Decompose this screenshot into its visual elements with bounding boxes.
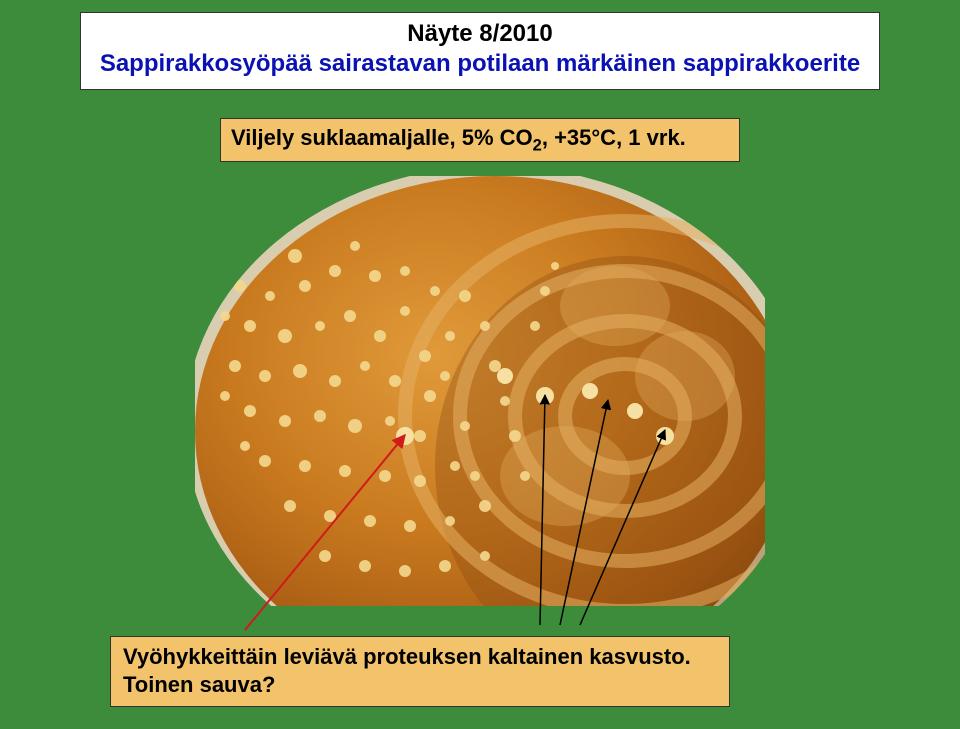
petri-dish-image — [195, 176, 765, 606]
culture-subscript: 2 — [533, 136, 542, 154]
culture-text-prefix: Viljely suklaamaljalle, 5% CO — [231, 125, 533, 150]
culture-text-suffix: , +35°C, 1 vrk. — [542, 125, 686, 150]
culture-conditions: Viljely suklaamaljalle, 5% CO2, +35°C, 1… — [220, 118, 740, 162]
petri-dish-svg — [195, 176, 765, 606]
title-box: Näyte 8/2010 Sappirakkosyöpää sairastava… — [80, 12, 880, 90]
caption-box: Vyöhykkeittäin leviävä proteuksen kaltai… — [110, 636, 730, 707]
caption-line1: Vyöhykkeittäin leviävä proteuksen kaltai… — [123, 643, 717, 671]
title-line1: Näyte 8/2010 — [93, 19, 867, 49]
slide: Näyte 8/2010 Sappirakkosyöpää sairastava… — [0, 0, 960, 729]
title-line2: Sappirakkosyöpää sairastavan potilaan mä… — [93, 49, 867, 79]
caption-line2: Toinen sauva? — [123, 671, 717, 699]
